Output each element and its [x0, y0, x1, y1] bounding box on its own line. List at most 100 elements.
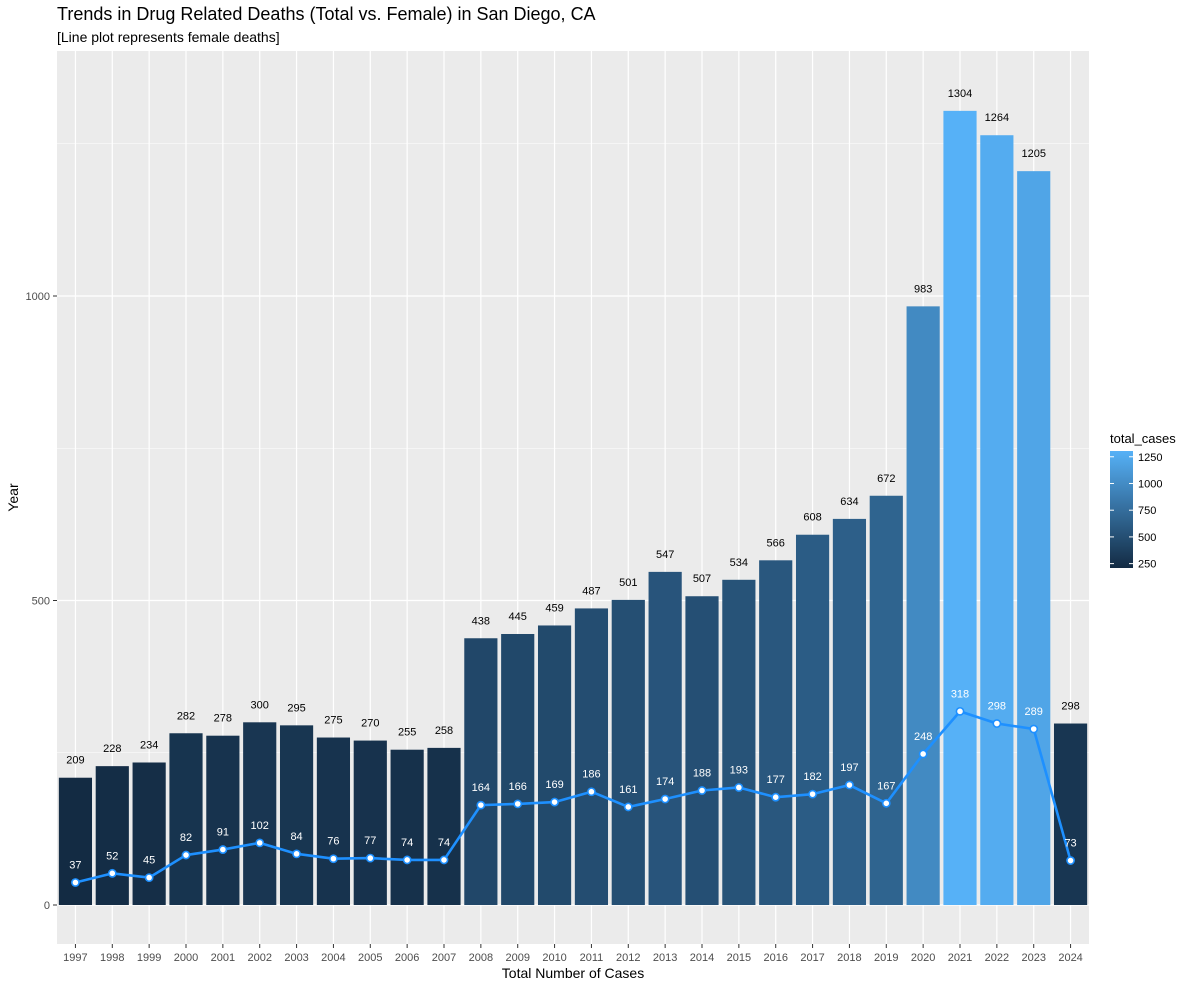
bar-2018	[832, 518, 867, 905]
x-tick-label-2013: 2013	[653, 952, 677, 964]
female-point-2003	[292, 849, 301, 859]
legend-tick-label: 250	[1138, 559, 1156, 571]
female-label-2001: 91	[217, 827, 229, 839]
x-tick-label-2002: 2002	[247, 952, 271, 964]
x-tick-label-2021: 2021	[948, 952, 972, 964]
bar-label-2005: 270	[361, 718, 379, 730]
x-tick-label-2014: 2014	[690, 952, 714, 964]
bar-label-2016: 566	[767, 537, 785, 549]
female-label-2000: 82	[180, 832, 192, 844]
female-label-2016: 177	[767, 774, 785, 786]
bar-label-2014: 507	[693, 573, 711, 585]
female-point-2012	[623, 802, 633, 812]
female-label-2006: 74	[401, 837, 413, 849]
female-point-2007	[439, 855, 449, 865]
x-tick-label-1997: 1997	[63, 952, 87, 964]
bar-2012	[611, 599, 645, 905]
female-label-2003: 84	[290, 831, 302, 843]
x-tick-label-2022: 2022	[985, 952, 1009, 964]
female-point-2000	[181, 850, 191, 860]
x-tick-label-2016: 2016	[763, 952, 787, 964]
bar-label-2013: 547	[656, 549, 674, 561]
female-point-2020	[918, 749, 928, 759]
chart-subtitle: [Line plot represents female deaths]	[57, 29, 280, 45]
bar-2022	[980, 135, 1014, 905]
female-point-2002	[255, 838, 265, 848]
female-point-2015	[734, 783, 744, 792]
x-tick-label-2023: 2023	[1021, 952, 1045, 964]
female-label-2013: 174	[656, 776, 674, 788]
bar-2009	[501, 633, 535, 905]
female-label-2015: 193	[730, 764, 748, 776]
female-label-2017: 182	[803, 771, 821, 783]
bar-label-2009: 445	[509, 611, 527, 623]
female-label-2009: 166	[509, 781, 527, 793]
x-tick-label-2000: 2000	[174, 952, 198, 964]
bar-2016	[759, 560, 793, 905]
x-tick-label-2020: 2020	[911, 952, 935, 964]
bar-2003	[279, 725, 314, 905]
female-point-2017	[808, 789, 817, 799]
bar-2005	[353, 740, 387, 905]
bar-label-2019: 672	[877, 473, 895, 485]
bar-1998	[95, 766, 129, 905]
bar-2010	[537, 625, 572, 905]
bar-label-2003: 295	[287, 702, 305, 714]
bar-2019	[869, 495, 903, 905]
female-point-2021	[955, 706, 965, 716]
bar-label-2020: 983	[914, 283, 932, 295]
legend-colorbar	[1110, 451, 1133, 568]
bar-2007	[427, 747, 461, 905]
bar-label-2007: 258	[435, 725, 453, 737]
female-label-2014: 188	[693, 768, 711, 780]
bar-label-2004: 275	[324, 715, 342, 727]
bar-label-2015: 534	[730, 557, 748, 569]
female-point-1998	[107, 868, 117, 878]
female-point-2008	[476, 800, 486, 810]
x-tick-label-2024: 2024	[1058, 952, 1082, 964]
bar-2006	[390, 749, 424, 905]
female-label-1999: 45	[143, 855, 155, 867]
x-tick-label-2003: 2003	[284, 952, 308, 964]
y-axis-title: Year	[5, 483, 21, 512]
x-tick-label-2005: 2005	[358, 952, 382, 964]
x-tick-label-2001: 2001	[211, 952, 235, 964]
bar-label-2010: 459	[545, 602, 563, 614]
female-label-2011: 186	[582, 769, 600, 781]
legend-tick-label: 1000	[1138, 478, 1162, 490]
bar-2015	[722, 579, 756, 905]
x-axis-title: Total Number of Cases	[502, 965, 644, 981]
bar-2021	[943, 110, 977, 905]
female-point-2019	[881, 798, 891, 808]
female-label-2022: 298	[988, 701, 1006, 713]
bar-label-2011: 487	[582, 585, 600, 597]
x-tick-label-2018: 2018	[837, 952, 861, 964]
y-tick-label: 500	[32, 596, 50, 608]
female-line	[75, 710, 1072, 884]
bar-2001	[206, 735, 240, 905]
bar-label-2000: 282	[177, 710, 195, 722]
x-tick-label-2009: 2009	[505, 952, 529, 964]
bar-2004	[316, 737, 351, 905]
x-tick-label-2017: 2017	[800, 952, 824, 964]
bar-label-2018: 634	[840, 496, 858, 508]
bar-label-2024: 298	[1061, 701, 1079, 713]
y-tick-label: 0	[44, 900, 50, 912]
bar-label-2002: 300	[251, 699, 269, 711]
female-point-2010	[550, 797, 559, 807]
bar-2013	[648, 571, 682, 905]
female-label-1997: 37	[69, 859, 81, 871]
y-tick-label: 1000	[26, 291, 50, 303]
bar-label-2022: 1264	[985, 112, 1009, 124]
female-point-2004	[329, 854, 338, 864]
female-label-2004: 76	[327, 836, 339, 848]
x-tick-label-1999: 1999	[137, 952, 161, 964]
bar-2024	[1053, 723, 1088, 905]
bar-label-1999: 234	[140, 739, 158, 751]
female-label-2020: 248	[914, 731, 932, 743]
bar-1999	[132, 762, 166, 905]
bar-label-2021: 1304	[948, 88, 972, 100]
female-point-2006	[402, 855, 412, 865]
female-point-2018	[845, 780, 854, 790]
legend-tick-label: 1250	[1138, 452, 1162, 464]
